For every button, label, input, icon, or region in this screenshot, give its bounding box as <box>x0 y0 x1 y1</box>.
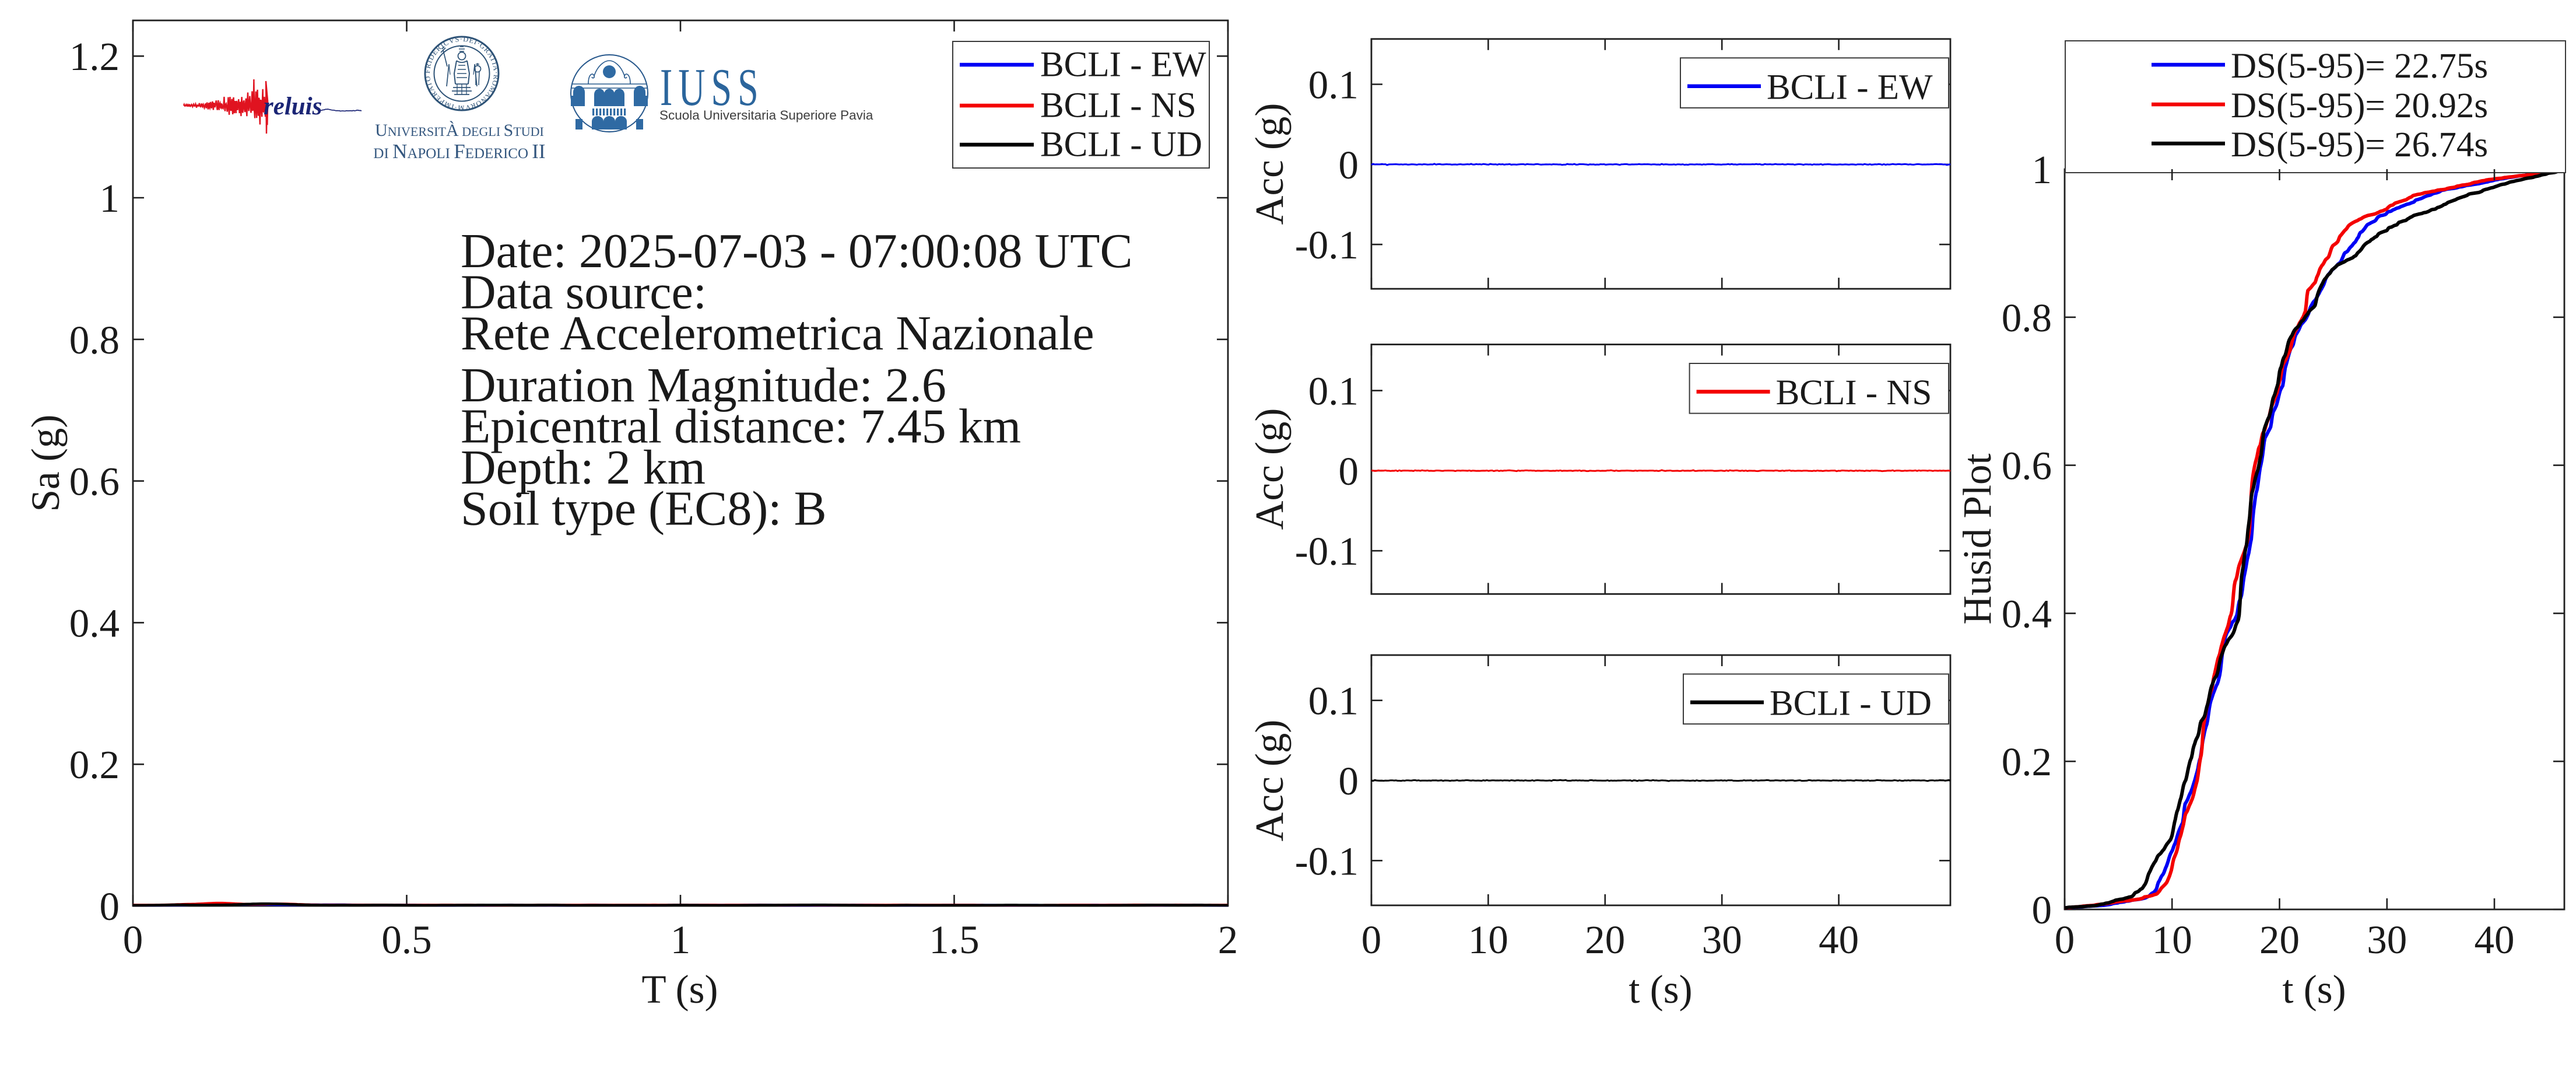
svg-text:0.1: 0.1 <box>1308 679 1359 723</box>
svg-text:DS(5-95)= 20.92s: DS(5-95)= 20.92s <box>2231 86 2488 125</box>
svg-text:BCLI - NS: BCLI - NS <box>1040 86 1196 125</box>
svg-text:0.1: 0.1 <box>1308 63 1359 107</box>
svg-text:BCLI - EW: BCLI - EW <box>1040 46 1206 85</box>
svg-text:-0.1: -0.1 <box>1295 529 1359 573</box>
svg-text:10: 10 <box>1468 918 1508 962</box>
svg-text:DS(5-95)= 26.74s: DS(5-95)= 26.74s <box>2231 125 2488 164</box>
svg-text:1: 1 <box>100 176 120 220</box>
svg-text:0.8: 0.8 <box>2002 296 2052 340</box>
svg-text:Depth: 2 km: Depth: 2 km <box>461 440 706 495</box>
svg-text:0: 0 <box>1339 759 1359 803</box>
svg-text:0: 0 <box>100 884 120 929</box>
svg-text:0: 0 <box>2032 888 2052 932</box>
svg-text:DS(5-95)= 22.75s: DS(5-95)= 22.75s <box>2231 47 2488 86</box>
svg-text:0.4: 0.4 <box>2002 592 2052 636</box>
svg-text:20: 20 <box>1585 918 1625 962</box>
svg-text:Scuola Universitaria Superiore: Scuola Universitaria Superiore Pavia <box>659 108 873 123</box>
svg-text:40: 40 <box>2475 918 2515 962</box>
svg-text:-0.1: -0.1 <box>1295 223 1359 267</box>
svg-text:0.2: 0.2 <box>2002 740 2052 784</box>
svg-text:Date: 2025-07-03 - 07:00:08 UT: Date: 2025-07-03 - 07:00:08 UTC <box>461 224 1133 278</box>
svg-text:0: 0 <box>1361 918 1382 962</box>
svg-text:1.2: 1.2 <box>69 34 120 79</box>
svg-text:t (s): t (s) <box>1629 967 1692 1012</box>
svg-text:10: 10 <box>2152 918 2192 962</box>
svg-text:0.6: 0.6 <box>2002 444 2052 488</box>
svg-text:0.2: 0.2 <box>69 743 120 787</box>
svg-text:BCLI - UD: BCLI - UD <box>1040 125 1202 164</box>
svg-text:BCLI - NS: BCLI - NS <box>1776 373 1932 412</box>
svg-text:0.5: 0.5 <box>381 918 431 962</box>
svg-text:0: 0 <box>1339 449 1359 494</box>
svg-text:Rete Accelerometrica Nazionale: Rete Accelerometrica Nazionale <box>461 306 1094 360</box>
svg-text:UNIVERSITÀ DEGLI STUDI: UNIVERSITÀ DEGLI STUDI <box>375 121 544 140</box>
svg-text:2: 2 <box>1218 918 1238 962</box>
svg-text:0.1: 0.1 <box>1308 369 1359 414</box>
svg-text:IUSS: IUSS <box>660 58 764 117</box>
svg-text:Sa (g): Sa (g) <box>23 415 68 512</box>
svg-text:Husid Plot: Husid Plot <box>1955 453 1999 624</box>
svg-text:20: 20 <box>2259 918 2300 962</box>
svg-text:Soil type (EC8): B: Soil type (EC8): B <box>461 482 827 536</box>
svg-text:30: 30 <box>1702 918 1742 962</box>
svg-text:t (s): t (s) <box>2282 967 2346 1012</box>
svg-text:0.6: 0.6 <box>69 460 120 504</box>
svg-text:0.4: 0.4 <box>69 601 120 645</box>
svg-text:1: 1 <box>671 918 691 962</box>
svg-text:-0.1: -0.1 <box>1295 839 1359 883</box>
svg-text:Acc (g): Acc (g) <box>1247 720 1291 842</box>
svg-text:reluis: reluis <box>264 93 322 120</box>
svg-text:0: 0 <box>123 918 143 962</box>
svg-text:Duration Magnitude: 2.6: Duration Magnitude: 2.6 <box>461 358 946 412</box>
svg-text:1.5: 1.5 <box>929 918 979 962</box>
svg-text:40: 40 <box>1819 918 1859 962</box>
svg-text:0.8: 0.8 <box>69 318 120 362</box>
svg-text:Acc (g): Acc (g) <box>1247 103 1291 225</box>
svg-text:BCLI - UD: BCLI - UD <box>1770 684 1932 723</box>
svg-text:1: 1 <box>2032 148 2052 192</box>
svg-text:T (s): T (s) <box>642 967 718 1012</box>
svg-text:0: 0 <box>1339 143 1359 187</box>
svg-text:BCLI - EW: BCLI - EW <box>1767 68 1933 107</box>
svg-text:30: 30 <box>2367 918 2407 962</box>
svg-text:0: 0 <box>2055 918 2075 962</box>
svg-text:Data source:: Data source: <box>461 265 707 320</box>
svg-text:Epicentral distance: 7.45 km: Epicentral distance: 7.45 km <box>461 400 1021 454</box>
svg-text:Acc (g): Acc (g) <box>1247 408 1291 530</box>
